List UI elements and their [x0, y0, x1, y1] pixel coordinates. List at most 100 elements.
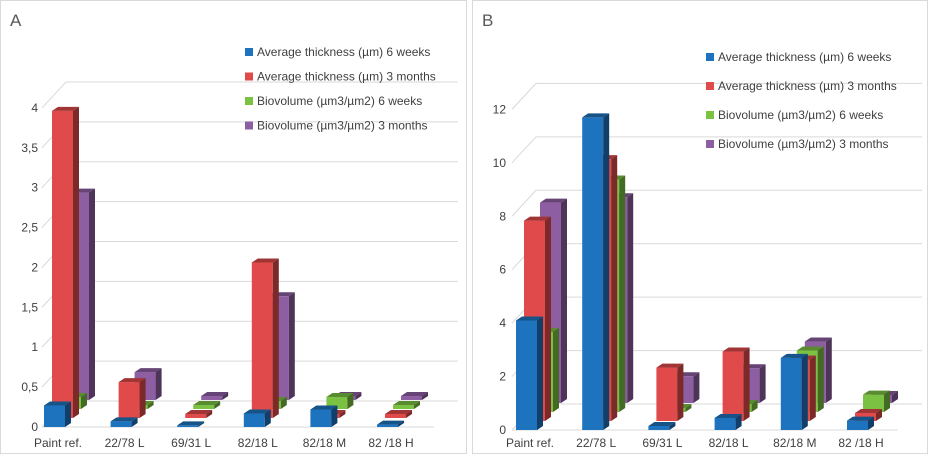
bar-side [801, 353, 808, 430]
bar-average-thickness-m-3-months-82-18-h [385, 410, 412, 418]
x-tick-label: 82 /18 H [838, 436, 883, 450]
bar-side [331, 405, 338, 427]
bar-side [406, 410, 412, 418]
bar-side [288, 292, 295, 400]
bar-top [540, 198, 567, 203]
bar-front [516, 320, 537, 430]
x-tick-label: 82/18 M [773, 436, 816, 450]
bar-top [393, 401, 420, 406]
bar-top [326, 393, 354, 398]
y-tick-label: 2,5 [21, 221, 38, 235]
bar-side [347, 393, 354, 409]
bar-front [863, 394, 884, 412]
bar-top [796, 346, 824, 351]
x-tick-label: 82/18 L [709, 436, 749, 450]
bar-side [825, 337, 832, 403]
legend: Average thickness (µm) 6 weeks Average th… [706, 50, 897, 151]
bar-side [537, 316, 543, 430]
bar-side [809, 355, 816, 421]
bar-average-thickness-m-3-months-22-78-l [118, 378, 146, 418]
bar-average-thickness-m-6-weeks-22-78-l [582, 113, 610, 430]
bar-side [876, 408, 882, 421]
x-tick-label: 22/78 L [576, 436, 616, 450]
bar-side [817, 346, 824, 412]
bar-front [44, 405, 65, 427]
bar-side [561, 198, 567, 403]
legend-swatch [706, 111, 714, 119]
bar-biovolume-m3-m2-3-months-69-31-l [201, 392, 229, 400]
legend-entry: Average thickness (µm) 6 weeks [257, 45, 430, 59]
gridline-depth [511, 189, 537, 217]
legend-swatch [706, 53, 714, 61]
legend-entry: Biovolume (µm3/µm2) 6 weeks [718, 108, 883, 122]
legend-entry: Biovolume (µm3/µm2) 3 months [718, 137, 889, 151]
bar-biovolume-m3-m2-6-weeks-82-18-m [326, 393, 354, 409]
bar-side [139, 378, 146, 418]
bar-side [65, 401, 71, 427]
bar-side [603, 113, 610, 430]
bar-front [193, 405, 215, 409]
bar-top [193, 401, 221, 406]
bar-top [110, 417, 138, 422]
bar-top [134, 368, 162, 373]
bar-front [110, 421, 132, 427]
y-tick-label: 0 [31, 420, 38, 434]
gridline-depth [511, 136, 537, 164]
x-tick-label: 82/18 M [303, 436, 346, 450]
bar-front [401, 396, 422, 400]
bar-top [44, 401, 71, 406]
bar-top [516, 316, 543, 321]
legend-swatch [706, 82, 714, 90]
bar-side [147, 401, 154, 409]
y-tick-label: 3 [31, 181, 38, 195]
bar-side [339, 410, 346, 418]
legend-swatch [245, 97, 253, 105]
bar-side [206, 410, 213, 418]
bar-average-thickness-m-6-weeks-paint-ref [44, 401, 71, 427]
gridline-depth [511, 83, 537, 110]
legend-swatch [245, 72, 253, 81]
bar-average-thickness-m-3-months-82-18-l [722, 347, 750, 421]
bar-front [582, 117, 604, 430]
bar-average-thickness-m-6-weeks-82-18-l [714, 413, 742, 430]
legend-swatch [706, 140, 714, 148]
bar-top [185, 410, 213, 415]
bar-side [73, 106, 79, 419]
bar-front [393, 405, 414, 409]
bar-side [89, 188, 95, 400]
y-tick-label: 0 [499, 423, 506, 437]
bar-side [892, 390, 898, 403]
legend-entry: Average thickness (µm) 6 weeks [718, 50, 891, 64]
bar-side [280, 397, 287, 409]
legend-entry: Average thickness (µm) 3 months [718, 79, 897, 93]
bar-top [722, 347, 750, 352]
y-tick-label: 12 [493, 102, 507, 116]
bar-front [780, 357, 802, 430]
x-tick-label: 22/78 L [105, 436, 145, 450]
bar-front [847, 420, 868, 430]
x-tick-label: Paint ref. [34, 436, 82, 450]
bar-top [52, 106, 79, 111]
bar-side [743, 347, 750, 421]
panel-label: B [482, 11, 493, 30]
bar-front [385, 414, 406, 418]
y-tick-label: 2 [499, 370, 506, 384]
bar-top [863, 390, 890, 395]
bar-average-thickness-m-6-weeks-82-18-l [243, 409, 271, 427]
bar-average-thickness-m-6-weeks-82-18-m [310, 405, 338, 427]
bar-top [385, 410, 412, 415]
bar-front [656, 367, 678, 421]
bar-top [118, 378, 146, 383]
legend-entry: Biovolume (µm3/µm2) 3 months [257, 119, 428, 133]
bar-top [855, 408, 882, 413]
bar-average-thickness-m-6-weeks-82-18-h [847, 416, 874, 430]
bar-top [804, 337, 832, 342]
legend-swatch [245, 121, 253, 130]
y-tick-label: 2 [31, 260, 38, 274]
bar-side [751, 399, 758, 412]
bar-side [355, 392, 362, 400]
y-tick-label: 6 [499, 263, 506, 277]
y-tick-label: 3,5 [21, 141, 38, 155]
bar-biovolume-m3-m2-6-weeks-82-18-h [393, 401, 420, 409]
